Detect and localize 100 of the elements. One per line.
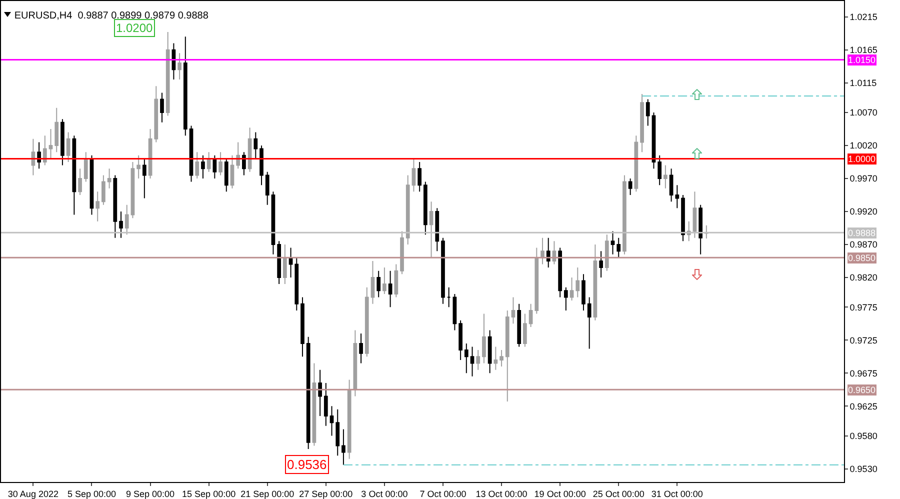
candlestick xyxy=(318,369,322,417)
candlestick xyxy=(353,330,358,397)
candlestick xyxy=(218,152,222,176)
candlestick xyxy=(336,408,340,456)
candlestick xyxy=(342,428,346,466)
y-tick-label: 0.9625 xyxy=(850,401,878,412)
candlestick xyxy=(330,406,334,436)
candlestick xyxy=(66,132,70,162)
candlestick xyxy=(119,210,123,238)
candlestick xyxy=(376,270,381,298)
candlestick xyxy=(622,174,626,255)
candlestick xyxy=(260,145,264,186)
candlestick xyxy=(652,112,656,170)
candlestick xyxy=(599,250,603,278)
candlestick xyxy=(142,158,146,199)
candlestick xyxy=(359,333,363,364)
candlestick xyxy=(236,142,240,170)
candlestick xyxy=(48,128,53,160)
text: EURUSD,H4 0.9887 0.9899 0.9879 0.9888 xyxy=(14,10,209,22)
candlestick xyxy=(370,260,375,304)
candlestick xyxy=(698,204,703,255)
candlestick xyxy=(429,201,434,258)
x-tick-label: 19 Oct 00:00 xyxy=(534,488,586,499)
candlestick xyxy=(488,330,492,374)
candlestick xyxy=(154,86,158,143)
candlestick xyxy=(582,274,586,311)
candlestick xyxy=(528,303,533,328)
candlestick xyxy=(324,382,328,426)
candlestick xyxy=(458,320,462,360)
candlestick xyxy=(634,135,638,192)
candlestick xyxy=(576,267,580,298)
ref-line-label: 0.9536 xyxy=(287,457,327,472)
y-tick-label: 1.0020 xyxy=(850,140,878,151)
x-tick-label: 21 Sep 00:00 xyxy=(240,488,294,499)
candlestick xyxy=(31,138,36,176)
candlestick xyxy=(628,178,632,196)
candlestick xyxy=(224,158,228,192)
annotation: 1.0200 xyxy=(116,21,154,35)
candlestick xyxy=(364,286,369,358)
candlestick xyxy=(277,240,282,285)
candlestick xyxy=(124,204,129,236)
candlestick xyxy=(242,152,246,176)
x-tick-label: 27 Sep 00:00 xyxy=(299,488,353,499)
candlestick xyxy=(201,154,205,179)
candlestick xyxy=(166,32,170,116)
candlestick xyxy=(136,154,141,179)
candlestick xyxy=(72,135,76,216)
candlestick xyxy=(42,135,47,166)
candlestick xyxy=(78,168,82,196)
candlestick xyxy=(517,303,522,348)
ref-line-label: 0.9850 xyxy=(848,253,876,263)
candlestick xyxy=(288,247,293,278)
candlestick xyxy=(646,98,650,126)
candlestick xyxy=(107,168,112,189)
candlestick xyxy=(418,161,422,192)
candlestick xyxy=(664,164,668,189)
candlestick xyxy=(178,52,182,80)
y-tick-label: 0.9530 xyxy=(850,464,878,474)
candlestick xyxy=(206,152,211,172)
candlestick xyxy=(587,296,592,350)
y-tick-label: 0.9725 xyxy=(850,335,878,346)
y-tick-label: 0.9870 xyxy=(850,240,878,250)
ref-line-label: 1.0150 xyxy=(848,55,876,65)
candlestick xyxy=(441,237,445,304)
y-tick-label: 1.0165 xyxy=(850,44,878,55)
candlestick xyxy=(183,36,188,136)
candlestick xyxy=(423,181,428,236)
candlestick xyxy=(558,247,562,298)
x-tick-label: 9 Sep 00:00 xyxy=(126,488,175,499)
candlestick xyxy=(500,350,504,368)
candlestick xyxy=(523,313,527,348)
candlestick xyxy=(675,184,680,209)
candlestick xyxy=(406,174,410,245)
x-tick-label: 13 Oct 00:00 xyxy=(476,488,528,499)
candlestick xyxy=(604,234,609,272)
candlestick xyxy=(616,237,621,258)
candlestick xyxy=(452,293,457,331)
x-tick-label: 15 Sep 00:00 xyxy=(182,488,236,499)
candlestick xyxy=(300,296,304,358)
candlestick xyxy=(482,313,486,364)
candlestick xyxy=(90,154,94,216)
candlestick xyxy=(148,128,152,179)
y-tick-label: 0.9920 xyxy=(850,206,878,217)
candlestick xyxy=(312,362,316,446)
ref-line-label: 0.9888 xyxy=(848,228,876,238)
candlestick xyxy=(248,127,252,172)
x-tick-label: 30 Aug 2022 xyxy=(8,488,58,499)
candlestick xyxy=(394,264,398,298)
y-tick-label: 0.9675 xyxy=(850,368,878,378)
candlestick xyxy=(172,42,176,80)
y-tick-label: 0.9820 xyxy=(850,272,878,283)
candlestick xyxy=(37,142,41,170)
ref-line-label: 1.0000 xyxy=(848,154,876,164)
candlestick xyxy=(412,158,416,192)
y-tick-label: 0.9580 xyxy=(850,430,878,441)
candlestick xyxy=(265,171,270,206)
x-tick-label: 31 Oct 00:00 xyxy=(651,488,703,499)
x-tick-label: 5 Sep 00:00 xyxy=(67,488,116,499)
y-tick-label: 1.0215 xyxy=(850,12,878,22)
candlestick xyxy=(271,191,276,255)
